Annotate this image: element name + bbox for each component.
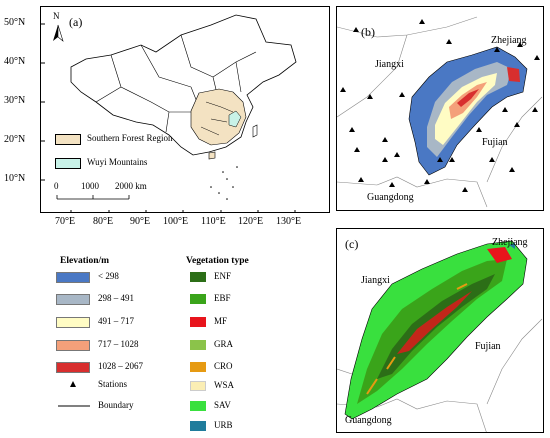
panel-c-vegetation-map: (c) Jiangxi Zhejiang Fujian Guangdong	[336, 228, 544, 433]
elevation-label-5: 1028 – 2067	[98, 361, 143, 371]
elevation-label-3: 491 – 717	[98, 316, 134, 326]
veg-label-sav: SAV	[214, 400, 231, 410]
x-tick-70e: 70°E	[55, 216, 76, 227]
legend-wuyi-label: Wuyi Mountains	[87, 157, 148, 167]
legend-wuyi-swatch	[55, 158, 81, 169]
label-fujian-c: Fujian	[475, 341, 501, 352]
elevation-label-4: 717 – 1028	[98, 339, 139, 349]
veg-label-gra: GRA	[214, 339, 234, 349]
y-tick-30n: 30°N	[4, 95, 26, 106]
north-arrow-label: N	[53, 11, 60, 21]
label-zhejiang-b: Zhejiang	[491, 35, 527, 46]
elevation-label-2: 298 – 491	[98, 293, 134, 303]
veg-swatch-wsa	[190, 381, 206, 391]
x-tick-120e: 120°E	[238, 216, 264, 227]
elevation-map-graphic	[337, 16, 543, 208]
panel-c-tag: (c)	[345, 237, 359, 251]
label-zhejiang-c: Zhejiang	[492, 237, 528, 248]
china-outline-map	[41, 14, 297, 212]
veg-label-ebf: EBF	[214, 293, 231, 303]
elevation-swatch-5	[56, 362, 90, 373]
legend-southern-forest-swatch	[55, 134, 81, 145]
station-markers	[340, 19, 540, 192]
label-guangdong-c: Guangdong	[345, 415, 392, 426]
veg-swatch-gra	[190, 340, 206, 350]
label-jiangxi-b: Jiangxi	[375, 59, 404, 70]
vegetation-legend-title: Vegetation type	[186, 256, 249, 266]
veg-swatch-urb	[190, 421, 206, 431]
vegetation-map-graphic	[337, 240, 543, 432]
veg-label-urb: URB	[214, 420, 233, 430]
x-tick-90e: 90°E	[130, 216, 151, 227]
x-tick-80e: 80°E	[93, 216, 114, 227]
panel-b-tag: (b)	[361, 25, 375, 39]
veg-label-cro: CRO	[214, 361, 233, 371]
scale-label-2000: 2000 km	[115, 181, 147, 191]
panel-a-tag: (a)	[69, 15, 83, 29]
x-tick-130e: 130°E	[276, 216, 302, 227]
x-tick-100e: 100°E	[163, 216, 189, 227]
panel-a-map: (a) N Southern Forest Region Wuyi Mounta…	[40, 6, 330, 213]
label-jiangxi-c: Jiangxi	[361, 275, 390, 286]
legend-southern-forest-label: Southern Forest Region	[87, 133, 173, 143]
stations-legend-label: Stations	[98, 379, 128, 389]
y-tick-50n: 50°N	[4, 17, 26, 28]
station-legend-icon	[70, 381, 76, 387]
boundary-legend-label: Boundary	[98, 400, 134, 410]
label-fujian-b: Fujian	[482, 137, 508, 148]
elevation-swatch-1	[56, 272, 90, 283]
veg-swatch-cro	[190, 362, 206, 372]
label-guangdong-b: Guangdong	[367, 192, 414, 203]
y-tick-10n: 10°N	[4, 173, 26, 184]
veg-swatch-enf	[190, 272, 206, 282]
scale-label-0: 0	[54, 181, 59, 191]
elevation-legend-title: Elevation/m	[60, 256, 110, 266]
elevation-swatch-2	[56, 294, 90, 305]
elevation-swatch-3	[56, 317, 90, 328]
panel-b-elevation-map: (b) Jiangxi Zhejiang Fujian Guangdong	[336, 6, 544, 211]
veg-swatch-sav	[190, 401, 206, 411]
x-tick-110e: 110°E	[201, 216, 226, 227]
scale-label-1000: 1000	[81, 181, 99, 191]
veg-swatch-ebf	[190, 294, 206, 304]
veg-label-wsa: WSA	[214, 380, 234, 390]
elevation-label-1: < 298	[98, 271, 119, 281]
veg-label-enf: ENF	[214, 271, 232, 281]
veg-label-mf: MF	[214, 316, 228, 326]
elevation-swatch-4	[56, 340, 90, 351]
veg-swatch-mf	[190, 317, 206, 327]
y-tick-20n: 20°N	[4, 134, 26, 145]
y-tick-40n: 40°N	[4, 56, 26, 67]
